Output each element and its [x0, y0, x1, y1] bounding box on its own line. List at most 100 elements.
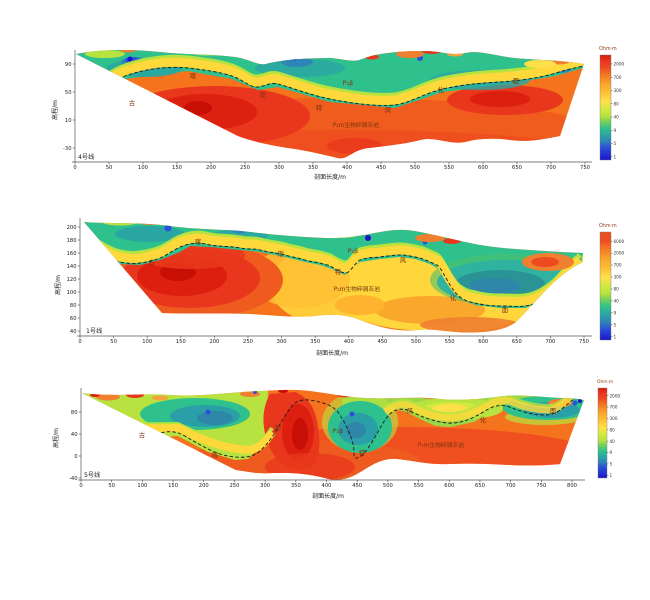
x-tick-label: 250	[240, 165, 250, 171]
x-tick-label: 200	[209, 339, 219, 345]
x-tick-label: 700	[546, 165, 556, 171]
profile-section-line5: 剖面长度/m 高程/m 5号线 Ohm·m 0 50 100 150 200 250 300…	[52, 379, 621, 500]
x-tick-label: 50	[110, 339, 117, 345]
x-tick-label: 300	[260, 483, 270, 489]
y-tick-label: 0	[74, 454, 77, 460]
annotation-text: 特	[335, 267, 342, 276]
y-tick-label: 180	[67, 238, 77, 244]
x-tick-label: 750	[536, 483, 546, 489]
annotation-text: 面	[502, 306, 509, 314]
x-tick-label: 250	[229, 483, 239, 489]
x-tick-label: 450	[352, 483, 362, 489]
x-tick-label: 100	[138, 165, 148, 171]
annotation-text: P₂m生物碎屑灰岩	[418, 441, 464, 449]
colorbar-tick-label: 40	[610, 439, 616, 444]
annotation-text: P₂m生物碎屑灰岩	[334, 285, 380, 293]
annotation-text: P₂β	[333, 427, 344, 435]
x-tick-label: 450	[377, 339, 387, 345]
x-tick-label: 500	[411, 339, 421, 345]
colorbar-tick-label: 40	[614, 299, 620, 304]
x-axis-title: 剖面长度/m	[316, 349, 348, 357]
axes-lines	[72, 50, 592, 163]
colorbar-tick-label: 300	[614, 88, 622, 93]
annotation-text: 喀	[195, 237, 202, 246]
y-tick-label: 80	[71, 410, 78, 416]
x-tick-label: 350	[308, 165, 318, 171]
x-tick-label: 350	[310, 339, 320, 345]
colorbar-tick-label: 1	[610, 473, 613, 478]
annotation-text: P₂m生物碎屑灰岩	[333, 121, 379, 129]
y-tick-label: 40	[70, 329, 77, 335]
colorbar-tick-label: 1	[614, 154, 617, 159]
x-tick-label: 650	[512, 165, 522, 171]
x-tick-label: 750	[580, 165, 590, 171]
colorbar-tick-label: 2000	[614, 62, 625, 67]
annotation-text: 喀	[190, 71, 197, 80]
y-tick-label: 160	[67, 251, 77, 257]
x-tick-label: 550	[444, 165, 454, 171]
x-tick-label: 50	[106, 165, 113, 171]
annotation-text: 风	[385, 106, 392, 114]
x-tick-label: 550	[445, 339, 455, 345]
annotation-text: 古	[129, 98, 136, 107]
annotation-text: 化	[438, 85, 445, 94]
y-tick-label: -40	[69, 476, 77, 482]
colorbar-tick-label: 5	[614, 322, 617, 327]
colorbar	[599, 231, 612, 341]
y-tick-label: 90	[65, 62, 72, 68]
colorbar-tick-label: 2000	[614, 251, 625, 256]
line-label: 4号线	[78, 153, 94, 161]
x-tick-label: 100	[137, 483, 147, 489]
x-tick-label: 200	[206, 165, 216, 171]
colorbar-tick-label: 80	[614, 287, 620, 292]
resistivity-contour-art	[82, 389, 584, 480]
karst-interface-dashed-line	[78, 65, 584, 106]
x-tick-label: 650	[475, 483, 485, 489]
x-tick-label: 700	[506, 483, 516, 489]
x-tick-label: 150	[176, 339, 186, 345]
x-axis-title: 剖面长度/m	[312, 492, 344, 500]
x-tick-label: 550	[414, 483, 424, 489]
annotation-text: 化	[480, 415, 487, 424]
colorbar-tick-label: 5	[614, 141, 617, 146]
x-tick-label: 400	[344, 339, 354, 345]
y-tick-label: 120	[67, 277, 77, 283]
x-axis-title: 剖面长度/m	[314, 173, 346, 181]
colorbar-title: Ohm·m	[599, 46, 617, 52]
x-tick-label: 400	[342, 165, 352, 171]
colorbar-tick-label: 300	[610, 416, 618, 421]
colorbar-title: Ohm·m	[599, 223, 617, 229]
x-tick-label: 450	[376, 165, 386, 171]
annotation-text: 化	[450, 293, 457, 302]
annotation-text: 古	[149, 257, 156, 266]
annotation-text: 特	[316, 103, 323, 112]
colorbar-tick-label: 2000	[610, 393, 621, 398]
x-tick-label: 0	[73, 165, 76, 171]
y-axis-title: 高程/m	[52, 428, 60, 448]
y-axis-title: 高程/m	[51, 100, 59, 120]
y-tick-label: 60	[70, 316, 77, 322]
x-tick-label: 650	[512, 339, 522, 345]
resistivity-contour-art	[76, 49, 584, 159]
y-tick-label: 140	[67, 264, 77, 270]
profile-section-line1: 剖面长度/m 高程/m 1号线 Ohm·m 0 50 100 150 200 250 300…	[54, 218, 625, 357]
x-tick-label: 350	[291, 483, 301, 489]
x-tick-label: 0	[78, 339, 81, 345]
annotation-text: 面	[550, 407, 557, 415]
annotation-text: 斯	[278, 249, 285, 258]
colorbar	[599, 54, 612, 161]
y-tick-label: 10	[65, 118, 72, 124]
x-tick-label: 150	[168, 483, 178, 489]
annotation-text: 古	[139, 430, 146, 439]
y-axis-title: 高程/m	[54, 275, 62, 295]
profile-section-line4: 剖面长度/m 高程/m 4号线 Ohm·m 0 50 100 150 200 250 300…	[51, 46, 625, 181]
annotation-text: 风	[407, 407, 414, 415]
colorbar-title: Ohm·m	[597, 379, 613, 385]
x-tick-label: 600	[478, 339, 488, 345]
y-tick-label: 80	[70, 303, 77, 309]
annotation-text: P₂β	[343, 79, 354, 87]
annotation-text: 风	[400, 256, 407, 264]
resistivity-contour-art	[84, 222, 583, 333]
x-tick-label: 600	[444, 483, 454, 489]
